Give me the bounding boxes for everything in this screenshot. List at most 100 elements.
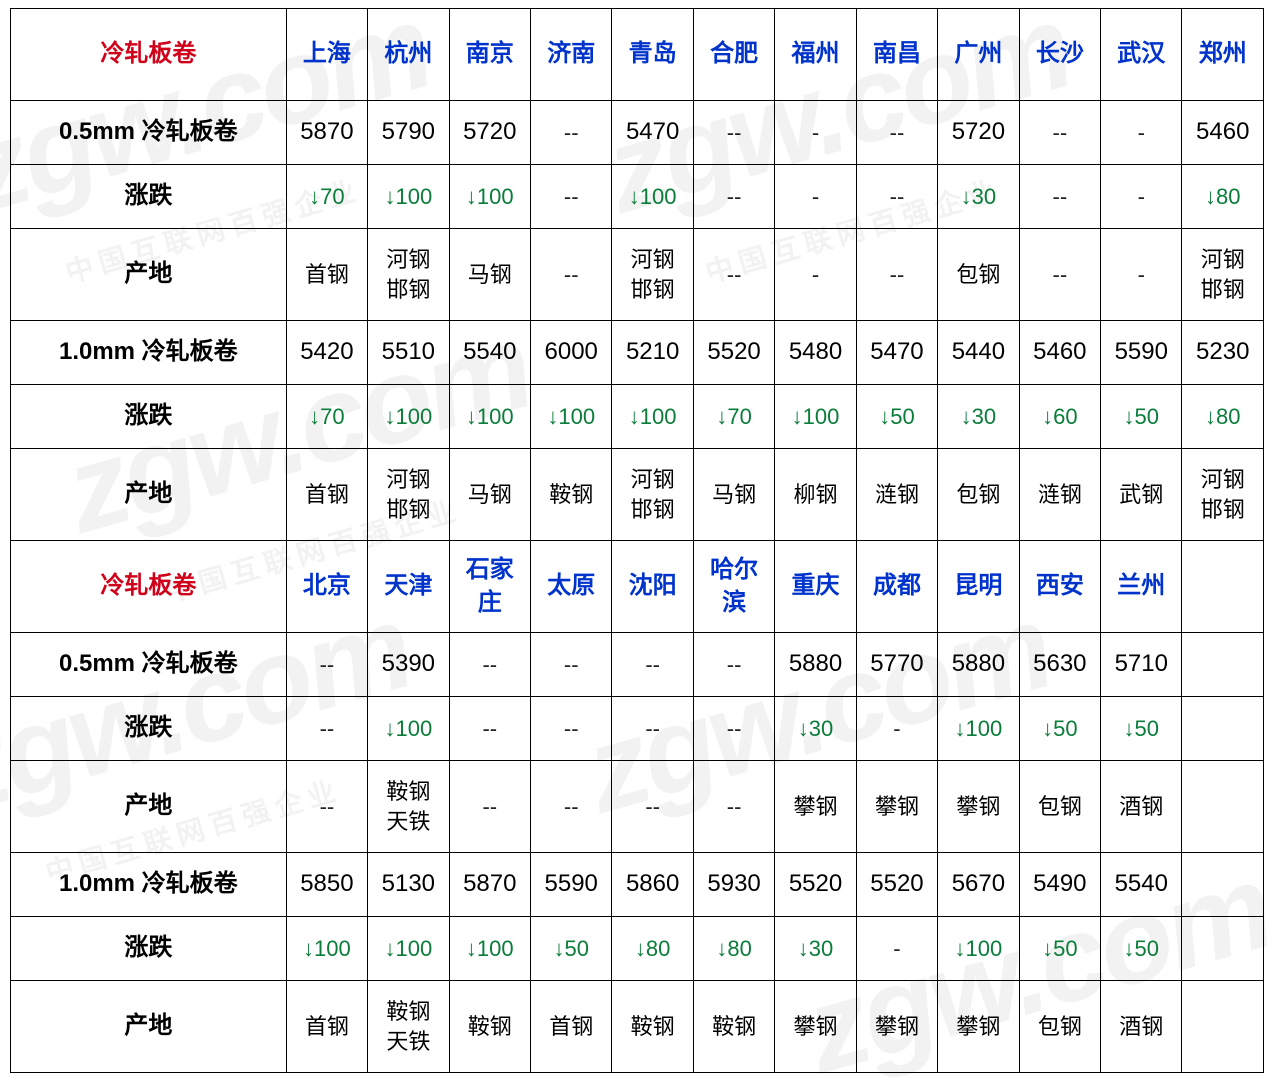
table-cell: 涟钢: [1019, 449, 1100, 541]
city-header: 合肥: [693, 9, 774, 101]
table-cell: --: [856, 165, 937, 229]
row-label: 1.0mm 冷轧板卷: [11, 321, 287, 385]
row-label: 0.5mm 冷轧板卷: [11, 101, 287, 165]
city-header: 成都: [856, 541, 937, 633]
table-cell: 鞍钢: [612, 981, 693, 1073]
table-cell: --: [693, 229, 774, 321]
table-cell: --: [693, 697, 774, 761]
table-cell: 酒钢: [1101, 981, 1182, 1073]
table-cell: 5540: [449, 321, 530, 385]
price-table: 冷轧板卷上海杭州南京济南青岛合肥福州南昌广州长沙武汉郑州0.5mm 冷轧板卷58…: [10, 8, 1264, 1073]
table-cell: --: [693, 761, 774, 853]
table-cell: 攀钢: [856, 761, 937, 853]
table-cell: 鞍钢: [530, 449, 611, 541]
city-header: 南昌: [856, 9, 937, 101]
table-cell: ↓80: [693, 917, 774, 981]
table-cell: ↓100: [449, 385, 530, 449]
table-cell: ↓100: [286, 917, 367, 981]
table-cell: ↓100: [368, 385, 449, 449]
city-header: 长沙: [1019, 9, 1100, 101]
table-cell: 鞍钢: [449, 981, 530, 1073]
city-header: 重庆: [775, 541, 856, 633]
table-cell: 5470: [856, 321, 937, 385]
table-cell: ↓100: [368, 697, 449, 761]
city-header: 青岛: [612, 9, 693, 101]
table-cell: 5880: [938, 633, 1019, 697]
table-cell: -: [856, 917, 937, 981]
table-cell: ↓70: [286, 385, 367, 449]
table-cell: 河钢邯钢: [612, 449, 693, 541]
city-header: 哈尔滨: [693, 541, 774, 633]
table-cell: 攀钢: [938, 981, 1019, 1073]
table-cell: 5520: [856, 853, 937, 917]
table-cell: --: [1019, 101, 1100, 165]
table-cell: [1182, 981, 1264, 1073]
table-cell: 酒钢: [1101, 761, 1182, 853]
city-header: 天津: [368, 541, 449, 633]
table-cell: 5880: [775, 633, 856, 697]
table-cell: ↓50: [1101, 917, 1182, 981]
table-cell: 5510: [368, 321, 449, 385]
table-cell: ↓30: [938, 165, 1019, 229]
table-cell: 5630: [1019, 633, 1100, 697]
row-label: 产地: [11, 981, 287, 1073]
table-cell: ↓80: [612, 917, 693, 981]
table-cell: --: [612, 633, 693, 697]
table-cell: 6000: [530, 321, 611, 385]
row-label: 0.5mm 冷轧板卷: [11, 633, 287, 697]
table-cell: --: [693, 633, 774, 697]
table-cell: 5490: [1019, 853, 1100, 917]
table-cell: ↓30: [775, 697, 856, 761]
table-cell: ↓70: [693, 385, 774, 449]
table-cell: ↓100: [938, 697, 1019, 761]
table-cell: 攀钢: [856, 981, 937, 1073]
table-cell: 5710: [1101, 633, 1182, 697]
table-cell: 包钢: [1019, 981, 1100, 1073]
table-cell: 首钢: [286, 229, 367, 321]
table-cell: 5440: [938, 321, 1019, 385]
table-cell: ↓80: [1182, 165, 1264, 229]
city-header: 广州: [938, 9, 1019, 101]
table-cell: 包钢: [938, 449, 1019, 541]
table-cell: [1182, 697, 1264, 761]
table-cell: ↓100: [775, 385, 856, 449]
table-cell: 5860: [612, 853, 693, 917]
table-cell: 河钢邯钢: [1182, 449, 1264, 541]
table-cell: 5390: [368, 633, 449, 697]
table-cell: 攀钢: [938, 761, 1019, 853]
table-cell: 攀钢: [775, 981, 856, 1073]
table-cell: --: [856, 101, 937, 165]
table-cell: 鞍钢: [693, 981, 774, 1073]
table-cell: 5930: [693, 853, 774, 917]
table-cell: ↓50: [1101, 697, 1182, 761]
table-cell: 武钢: [1101, 449, 1182, 541]
table-cell: -: [775, 165, 856, 229]
table-cell: 5460: [1182, 101, 1264, 165]
table-cell: --: [530, 165, 611, 229]
table-cell: 包钢: [938, 229, 1019, 321]
table-cell: --: [1019, 229, 1100, 321]
table-cell: ↓100: [449, 165, 530, 229]
table-cell: ↓80: [1182, 385, 1264, 449]
city-header: 杭州: [368, 9, 449, 101]
table-cell: --: [449, 633, 530, 697]
table-cell: --: [530, 697, 611, 761]
table-cell: 5590: [1101, 321, 1182, 385]
table-cell: ↓70: [286, 165, 367, 229]
table-cell: 5870: [449, 853, 530, 917]
table-cell: --: [693, 165, 774, 229]
table-cell: --: [286, 633, 367, 697]
row-label: 涨跌: [11, 165, 287, 229]
table-cell: 鞍钢天铁: [368, 981, 449, 1073]
table-cell: 5670: [938, 853, 1019, 917]
table-cell: [1182, 633, 1264, 697]
table-cell: [1182, 761, 1264, 853]
section-header: 冷轧板卷: [11, 541, 287, 633]
city-header: 太原: [530, 541, 611, 633]
table-cell: 5850: [286, 853, 367, 917]
table-cell: 5790: [368, 101, 449, 165]
table-cell: ↓50: [1019, 917, 1100, 981]
table-cell: --: [449, 697, 530, 761]
table-cell: 5230: [1182, 321, 1264, 385]
row-label: 产地: [11, 449, 287, 541]
